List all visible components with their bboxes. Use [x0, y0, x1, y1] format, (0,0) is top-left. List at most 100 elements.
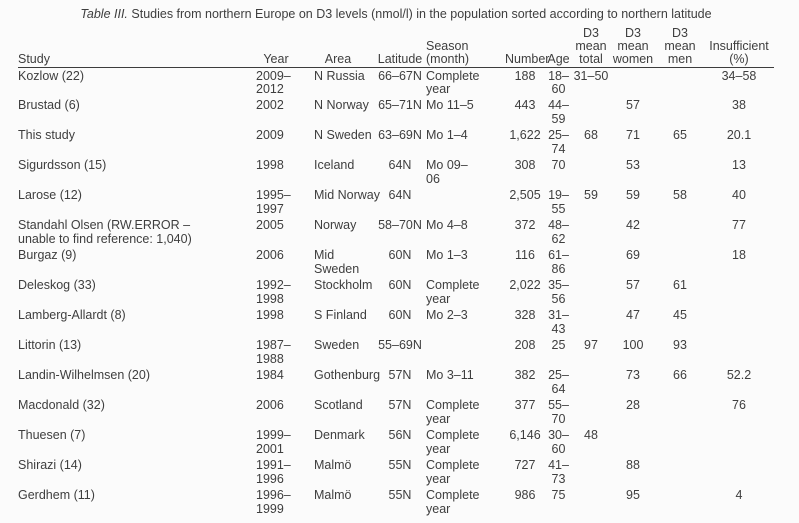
cell-study: Sigurdsson (15) [18, 158, 107, 172]
table-row: Deleskog (33) 1992– 1998 Stockholm 60N C… [18, 278, 774, 308]
studies-table: Study Year Area Latitude Season (month) … [18, 27, 774, 518]
cell-d3-mean-total [572, 98, 610, 128]
table-row: Burgaz (9) 2006 Mid Sweden 60N Mo 1–3 11… [18, 248, 774, 278]
cell-number: 377 [514, 398, 536, 412]
cell-age: 18– 60 [548, 68, 569, 96]
cell-d3-mean-women: 73 [626, 368, 640, 382]
cell-d3-mean-total [572, 398, 610, 428]
cell-latitude: 66–67N [378, 68, 422, 83]
cell-number: 188 [514, 68, 536, 83]
table-row: Gerdhem (11) 1996– 1999 Malmö 55N Comple… [18, 488, 774, 518]
column-header-study: Study [18, 27, 250, 68]
cell-season: Mo 1–3 [426, 248, 468, 262]
cell-latitude: 56N [388, 428, 412, 442]
cell-latitude: 55N [388, 458, 412, 472]
cell-d3-mean-women: 57 [626, 98, 640, 112]
cell-number: 372 [514, 218, 536, 232]
cell-insufficient [704, 458, 774, 488]
cell-d3-mean-total [572, 458, 610, 488]
cell-latitude: 64N [388, 188, 412, 202]
cell-insufficient: 4 [735, 488, 743, 502]
cell-insufficient: 76 [732, 398, 746, 412]
cell-age: 41– 73 [548, 458, 569, 486]
table-row: Larose (12) 1995– 1997 Mid Norway 64N 2,… [18, 188, 774, 218]
cell-number: 986 [514, 488, 536, 502]
cell-d3-mean-women: 100 [622, 338, 644, 352]
cell-number: 2,022 [509, 278, 541, 292]
cell-d3-mean-women: 53 [626, 158, 640, 172]
cell-latitude: 60N [388, 278, 412, 292]
cell-insufficient [704, 278, 774, 308]
cell-area: Iceland [314, 158, 355, 172]
table-row: Littorin (13) 1987– 1988 Sweden 55–69N 2… [18, 338, 774, 368]
cell-d3-mean-men [656, 68, 704, 98]
cell-season: Mo 4–8 [426, 218, 468, 232]
column-header-d3-mean-women: D3 mean women [610, 27, 656, 68]
cell-d3-mean-men [656, 248, 704, 278]
cell-d3-mean-men: 65 [673, 128, 687, 142]
cell-year: 1995– 1997 [256, 188, 291, 216]
cell-year: 2006 [256, 398, 284, 412]
cell-year: 2006 [256, 248, 284, 262]
cell-latitude: 55–69N [378, 338, 422, 352]
column-header-area: Area [302, 27, 374, 68]
cell-d3-mean-total: 31–50 [573, 68, 609, 83]
cell-d3-mean-women: 71 [626, 128, 640, 142]
cell-insufficient [704, 428, 774, 458]
cell-d3-mean-total [572, 278, 610, 308]
cell-year: 1992– 1998 [256, 278, 291, 306]
cell-age: 48– 62 [548, 218, 569, 246]
column-header-d3-mean-men: D3 mean men [656, 27, 704, 68]
cell-age: 44– 59 [548, 98, 569, 126]
cell-age: 25– 74 [548, 128, 569, 156]
cell-d3-mean-women: 42 [626, 218, 640, 232]
cell-age: 75 [551, 488, 566, 502]
cell-area: Mid Sweden [314, 248, 360, 276]
cell-d3-mean-total: 97 [584, 338, 598, 352]
cell-d3-mean-total: 48 [584, 428, 598, 442]
cell-latitude: 57N [388, 368, 412, 382]
cell-season: Complete year [426, 68, 480, 96]
cell-latitude: 63–69N [378, 128, 422, 142]
table-row: Standahl Olsen (RW.ERROR – unable to fin… [18, 218, 774, 248]
cell-area: Denmark [314, 428, 365, 442]
cell-d3-mean-women: 59 [626, 188, 640, 202]
cell-insufficient [704, 308, 774, 338]
cell-number: 443 [514, 98, 536, 112]
cell-d3-mean-women: 95 [626, 488, 640, 502]
cell-year: 1984 [256, 368, 284, 382]
cell-area: N Norway [314, 98, 369, 112]
cell-d3-mean-men [656, 458, 704, 488]
table-row: Shirazi (14) 1991– 1996 Malmö 55N Comple… [18, 458, 774, 488]
cell-age: 61– 86 [548, 248, 569, 276]
cell-latitude: 60N [388, 308, 412, 322]
cell-insufficient: 52.2 [726, 368, 752, 382]
cell-area: Norway [314, 218, 357, 232]
cell-study: This study [18, 128, 75, 142]
cell-year: 2002 [256, 98, 284, 112]
table-row: Thuesen (7) 1999– 2001 Denmark 56N Compl… [18, 428, 774, 458]
cell-d3-mean-total [572, 218, 610, 248]
cell-area: Gothenburg [314, 368, 381, 382]
cell-age: 70 [551, 158, 566, 172]
cell-insufficient: 20.1 [726, 128, 752, 142]
column-header-insufficient: Insufficient (%) [704, 27, 774, 68]
cell-number: 2,505 [509, 188, 541, 202]
cell-season: Mo 2–3 [426, 308, 468, 322]
cell-study: Kozlow (22) [18, 68, 84, 83]
cell-latitude: 60N [388, 248, 412, 262]
cell-season: Mo 3–11 [426, 368, 474, 382]
cell-season: Complete year [426, 488, 480, 516]
cell-latitude: 57N [388, 398, 412, 412]
cell-study: Burgaz (9) [18, 248, 77, 262]
cell-area: Malmö [314, 488, 352, 502]
cell-latitude: 58–70N [378, 218, 422, 232]
cell-area: Scotland [314, 398, 363, 412]
cell-d3-mean-total [572, 308, 610, 338]
cell-d3-mean-men: 66 [673, 368, 687, 382]
table-caption-text: Studies from northern Europe on D3 level… [127, 7, 712, 21]
cell-d3-mean-women: 57 [626, 278, 640, 292]
cell-area: Mid Norway [314, 188, 380, 202]
cell-study: Deleskog (33) [18, 278, 96, 292]
